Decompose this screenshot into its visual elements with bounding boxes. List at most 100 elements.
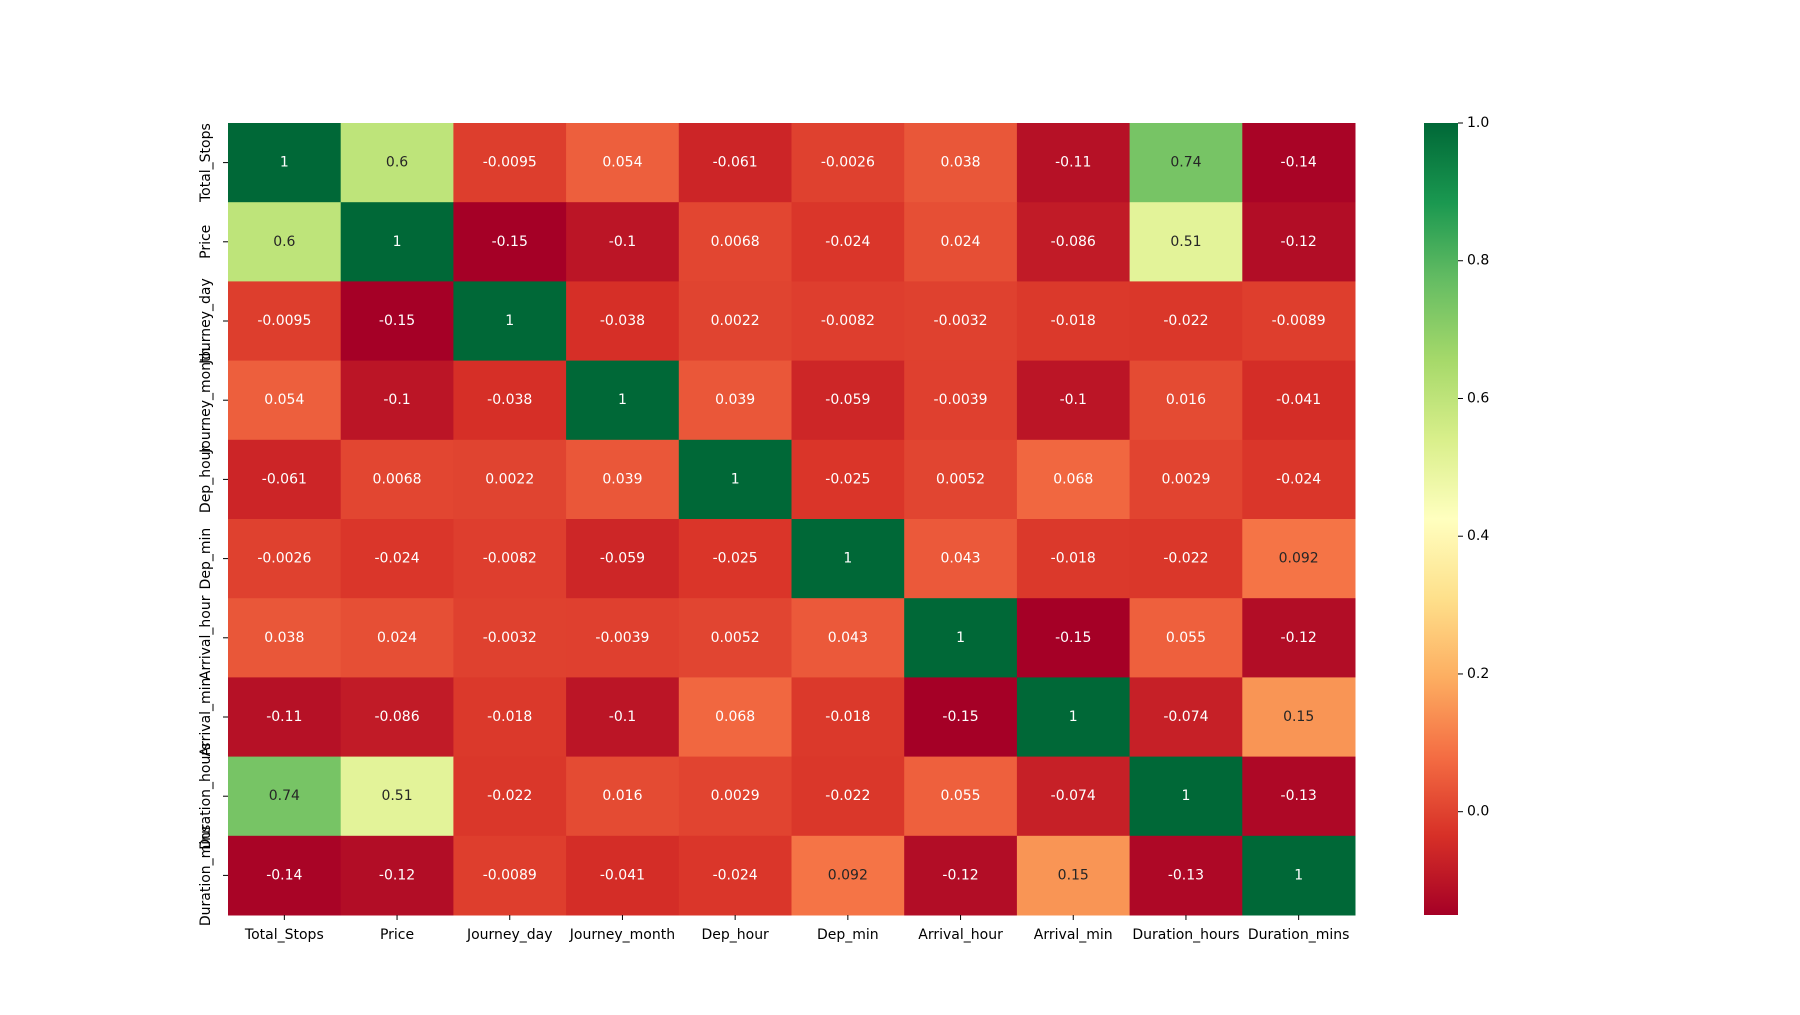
cell-annotation: 0.51 xyxy=(381,788,412,804)
cell-annotation: 1 xyxy=(1294,867,1303,883)
cell-annotation: -0.15 xyxy=(379,313,415,329)
heatmap-cell xyxy=(791,439,905,520)
heatmap-cell xyxy=(228,281,342,362)
cell-annotation: -0.022 xyxy=(825,788,870,804)
heatmap-cell xyxy=(566,677,680,758)
heatmap-cell xyxy=(340,598,454,678)
x-tick-label: Arrival_min xyxy=(1034,927,1113,943)
heatmap-cell xyxy=(791,756,905,837)
cell-annotation: 1 xyxy=(393,234,402,250)
cell-annotation: -0.0095 xyxy=(257,313,311,329)
heatmap-cell xyxy=(1129,202,1243,282)
heatmap-cell xyxy=(678,360,792,441)
cell-annotation: 0.055 xyxy=(941,788,981,804)
cell-annotation: -0.1 xyxy=(1060,392,1087,408)
cell-annotation: 0.054 xyxy=(602,155,642,171)
cell-annotation: -0.059 xyxy=(600,551,645,567)
cell-annotation: -0.1 xyxy=(609,709,636,725)
heatmap-cell xyxy=(453,281,567,362)
cell-annotation: -0.024 xyxy=(374,551,419,567)
cell-annotation: -0.15 xyxy=(942,709,978,725)
heatmap-cell xyxy=(678,519,792,599)
cell-annotation: -0.0032 xyxy=(483,630,537,646)
y-tick-label: Journey_day xyxy=(198,278,214,365)
cell-annotation: -0.022 xyxy=(1163,551,1208,567)
heatmap-cell xyxy=(1242,598,1356,678)
heatmap-cell xyxy=(566,756,680,837)
cell-annotation: 0.0029 xyxy=(1161,471,1210,487)
cell-annotation: -0.1 xyxy=(383,392,410,408)
cell-annotation: 0.15 xyxy=(1283,709,1314,725)
heatmap-cell xyxy=(1016,360,1131,441)
heatmap-cell xyxy=(904,677,1018,758)
heatmap-cell xyxy=(566,835,680,916)
cell-annotation: 0.016 xyxy=(602,788,642,804)
cell-annotation: -0.018 xyxy=(487,709,532,725)
cell-annotation: -0.018 xyxy=(1051,313,1096,329)
x-tick-label: Journey_day xyxy=(466,927,553,943)
heatmap-cell xyxy=(340,677,454,758)
colorbar-tick-label: 0.0 xyxy=(1467,804,1489,820)
heatmap-cell xyxy=(340,439,454,520)
x-tick-label: Arrival_hour xyxy=(918,927,1003,943)
heatmap-cell xyxy=(1242,756,1356,837)
cell-annotation: 0.016 xyxy=(1166,392,1206,408)
heatmap-cell xyxy=(453,360,567,441)
heatmap-annotations: 1 0.6 -0.0095 0.054 -0.061 -0.0026 0.038 -0.11 0… xyxy=(257,155,1325,884)
cell-annotation: 1 xyxy=(505,313,514,329)
heatmap-cell xyxy=(791,519,905,599)
heatmap-cells xyxy=(228,123,1356,916)
heatmap-cell xyxy=(678,677,792,758)
cell-annotation: -0.12 xyxy=(1281,234,1317,250)
heatmap-cell xyxy=(904,519,1018,599)
cell-annotation: 0.74 xyxy=(269,788,300,804)
y-tick-label: Arrival_min xyxy=(198,678,214,757)
heatmap-cell xyxy=(566,281,680,362)
heatmap-cell xyxy=(340,835,454,916)
cell-annotation: -0.15 xyxy=(1055,630,1091,646)
heatmap-cell xyxy=(678,756,792,837)
cell-annotation: -0.15 xyxy=(492,234,528,250)
colorbar-gradient xyxy=(1424,123,1458,915)
y-tick-label: Dep_min xyxy=(198,528,214,590)
cell-annotation: 0.15 xyxy=(1058,867,1089,883)
heatmap-cell xyxy=(453,598,567,678)
heatmap-cell xyxy=(453,123,567,203)
cell-annotation: -0.11 xyxy=(1055,155,1091,171)
heatmap-cell xyxy=(340,360,454,441)
cell-annotation: 0.0022 xyxy=(711,313,760,329)
cell-annotation: -0.038 xyxy=(600,313,645,329)
heatmap-cell xyxy=(1129,598,1243,678)
cell-annotation: 0.6 xyxy=(273,234,295,250)
x-tick-label: Price xyxy=(380,927,414,943)
cell-annotation: 0.0068 xyxy=(711,234,760,250)
cell-annotation: 1 xyxy=(618,392,627,408)
cell-annotation: 0.038 xyxy=(941,155,981,171)
colorbar-tick-label: 0.8 xyxy=(1467,253,1489,269)
heatmap-cell xyxy=(453,756,567,837)
cell-annotation: 0.092 xyxy=(1279,551,1319,567)
cell-annotation: 0.068 xyxy=(715,709,755,725)
cell-annotation: -0.059 xyxy=(825,392,870,408)
cell-annotation: 0.039 xyxy=(715,392,755,408)
heatmap-cell xyxy=(340,756,454,837)
cell-annotation: 0.74 xyxy=(1170,155,1201,171)
heatmap-cell xyxy=(904,281,1018,362)
cell-annotation: -0.025 xyxy=(825,471,870,487)
heatmap-cell xyxy=(453,202,567,282)
cell-annotation: -0.1 xyxy=(609,234,636,250)
x-tick-label: Journey_month xyxy=(569,927,675,943)
heatmap-cell xyxy=(453,519,567,599)
heatmap-cell xyxy=(1016,756,1131,837)
heatmap-cell xyxy=(340,123,454,203)
cell-annotation: -0.022 xyxy=(1163,313,1208,329)
heatmap-cell xyxy=(1129,835,1243,916)
heatmap-cell xyxy=(904,598,1018,678)
heatmap-cell xyxy=(1242,123,1356,203)
heatmap-cell xyxy=(904,202,1018,282)
heatmap-cell xyxy=(566,598,680,678)
cell-annotation: 0.043 xyxy=(828,630,868,646)
cell-annotation: -0.041 xyxy=(1276,392,1321,408)
cell-annotation: -0.13 xyxy=(1281,788,1317,804)
x-tick-labels: Total_Stops Price Journey_day Journey_month… xyxy=(244,915,1349,943)
